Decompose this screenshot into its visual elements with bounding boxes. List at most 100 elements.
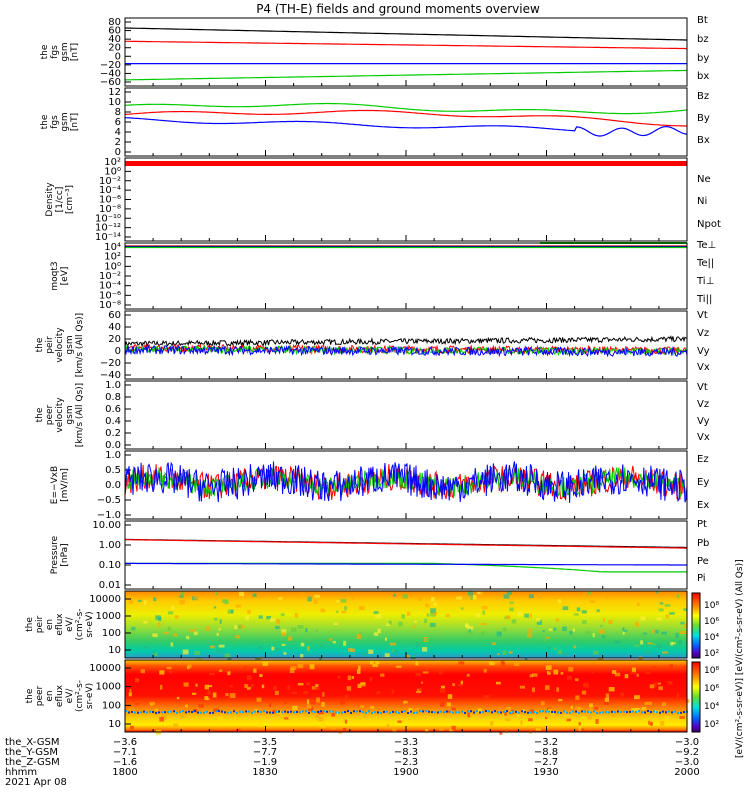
y-tick-label: 10⁻⁸ — [99, 300, 121, 311]
x-row-value: −3.5 — [253, 737, 277, 748]
heatmap-texture — [125, 660, 690, 735]
legend-fgs_dsl-0: Bz — [697, 91, 709, 102]
colorbar: 10⁸ 10⁶ 10⁴ 10² 10⁸ 10⁶ 10⁴ 10² [eV/(cm²-s-sr-eV… — [691, 559, 745, 758]
x-row-value: −8.8 — [534, 747, 558, 758]
y-tick-label: 10⁻¹⁰ — [95, 213, 121, 224]
y-tick-label: 0 — [115, 346, 121, 357]
y-label-line: (cm²-s- — [75, 608, 85, 640]
y-label-line: gsm — [65, 405, 75, 424]
y-label-peer_velocity: the peer velocity gsm [km/s (All Qs)] — [35, 383, 85, 447]
y-tick-label: 0.4 — [105, 416, 121, 427]
y-label-line: fgs — [50, 45, 60, 59]
y-tick-label: 100 — [102, 628, 121, 639]
series-pressure-3 — [125, 562, 687, 566]
y-tick-label: −40 — [100, 68, 121, 79]
y-label-line: peir — [35, 615, 45, 633]
y-tick-label: 10 — [108, 645, 121, 656]
x-row-value: 1830 — [252, 767, 277, 778]
legend-density-0: Ne — [697, 174, 711, 185]
y-tick-label: 0.0 — [105, 480, 121, 491]
colorbar-tick: 10⁸ — [704, 666, 719, 676]
y-tick-label: 60 — [108, 310, 121, 321]
y-label-line: sr-eV) — [85, 683, 95, 709]
y-tick-label: 10⁴ — [104, 242, 121, 253]
legend-fgs_gsm-1: bz — [697, 34, 709, 45]
y-tick-label: 0.8 — [105, 392, 121, 403]
y-label-pressure: Pressure [nPa] — [50, 535, 70, 574]
legend-fgs_gsm-2: by — [697, 53, 709, 64]
y-label-peir_eflux: the peir en eflux eV/(cm²-s-sr-eV) — [25, 608, 95, 640]
panel-frame — [124, 17, 688, 87]
y-tick-label: 2 — [115, 137, 121, 148]
y-tick-label: 60 — [108, 26, 121, 37]
x-row-value: −1.9 — [253, 757, 277, 768]
y-tick-label: 20 — [108, 43, 121, 54]
y-tick-label: 10⁻⁶ — [99, 195, 121, 206]
y-tick-label: 40 — [108, 34, 121, 45]
y-tick-label: −60 — [100, 77, 121, 88]
y-label-line: eflux — [55, 684, 65, 707]
y-label-line: peer — [35, 685, 45, 706]
legend-temperature-3: Ti|| — [696, 294, 712, 305]
colorbar-tick: 10² — [704, 720, 719, 730]
y-tick-label: 80 — [108, 17, 121, 28]
y-label-line: E=−VxB — [50, 466, 60, 504]
y-tick-label: 10⁻⁴ — [99, 185, 121, 196]
y-label-fgs_dsl: the fgs gsm [nT] — [40, 112, 80, 131]
y-tick-label: 0.5 — [105, 465, 121, 476]
y-tick-label: −20 — [100, 60, 121, 71]
legend-peir_velocity-2: Vy — [697, 346, 710, 357]
x-row-value: −3.6 — [113, 737, 137, 748]
x-row-value: −7.7 — [253, 747, 277, 758]
x-row-value: −8.3 — [394, 747, 418, 758]
legend-density-2: Npot — [697, 219, 721, 230]
y-tick-label: 10⁻¹⁴ — [95, 232, 121, 243]
y-label-line: [km/s (All Qs)] — [75, 313, 85, 377]
series-fgs_gsm-2 — [124, 69, 688, 81]
y-label-line: velocity — [55, 397, 65, 433]
legend-efield-1: Ey — [697, 477, 709, 488]
y-tick-label: 10⁻⁶ — [99, 290, 121, 301]
legend-fgs_dsl-2: Bx — [697, 135, 710, 146]
y-label-line: [nPa] — [60, 543, 70, 566]
y-label-line: [eV] — [60, 267, 70, 286]
colorbar-tick: 10⁴ — [704, 702, 719, 712]
y-tick-label: 0.6 — [105, 404, 121, 415]
colorbar-tick: 10⁸ — [704, 601, 719, 611]
panel-peir_eflux: 10000 1000 100 10 the peir en eflux eV/(cm²-s-sr… — [25, 590, 688, 663]
panel-peer_eflux: 10000 1000 100 10 the peer en eflux eV/(cm²-s-sr… — [25, 659, 690, 735]
y-tick-label: 0.10 — [99, 560, 121, 571]
y-tick-label: −0.5 — [97, 495, 121, 506]
y-label-line: en — [45, 690, 55, 701]
date-label: 2021 Apr 08 — [5, 777, 67, 788]
colorbar-bottom — [691, 661, 701, 733]
y-label-line: sr-eV) — [85, 611, 95, 637]
x-row-value: −1.6 — [113, 757, 137, 768]
heatmap-fill — [125, 660, 687, 732]
y-label-line: [cm⁻³] — [65, 185, 75, 214]
series-fgs_dsl-0 — [124, 109, 687, 127]
legend-peir_velocity-0: Vt — [697, 310, 708, 321]
y-label-line: gsm — [65, 335, 75, 354]
x-row-value: −3.3 — [394, 737, 418, 748]
legend-peer_velocity-0: Vt — [697, 382, 708, 393]
y-tick-label: 10⁻¹² — [95, 223, 121, 234]
y-tick-label: 1000 — [96, 682, 121, 693]
colorbar-label: [eV/(cm²-s-sr-eV)] [eV/(cm²-s-sr-eV) (Al… — [735, 559, 745, 758]
y-label-density: Density [1/cc] [cm⁻³] — [45, 182, 75, 217]
y-tick-label: 0 — [115, 51, 121, 62]
y-tick-label: 10 — [108, 97, 121, 108]
y-tick-label: −1.0 — [97, 510, 121, 521]
y-label-efield: E=−VxB [mV/m] — [50, 466, 70, 504]
y-tick-label: 10⁻² — [99, 271, 121, 282]
legend-peir_velocity-1: Vz — [697, 328, 709, 339]
y-label-line: peer — [45, 404, 55, 425]
y-tick-label: −40 — [100, 370, 121, 381]
y-label-line: peir — [45, 336, 55, 354]
